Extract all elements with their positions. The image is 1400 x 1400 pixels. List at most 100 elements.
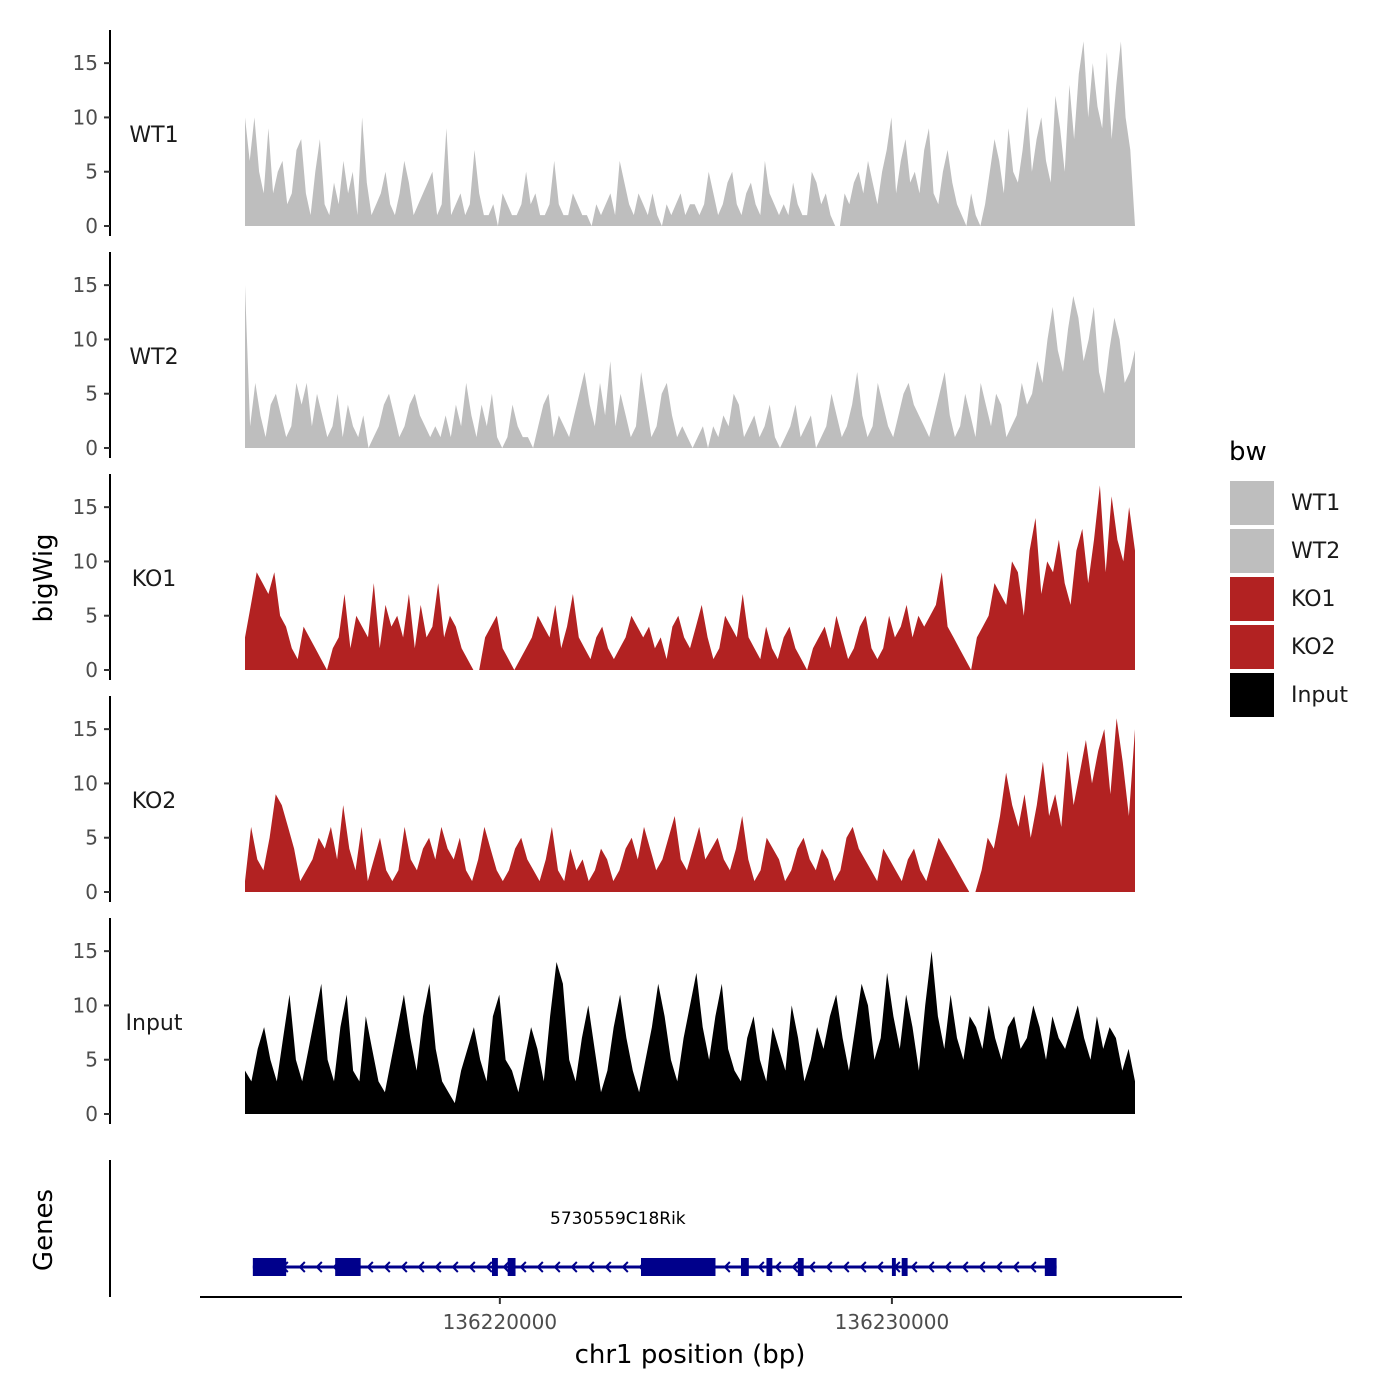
y-tick-label: 10	[73, 771, 98, 795]
track-wt1: 0 5 10 15 WT1	[73, 30, 1135, 238]
gene-name-label: 5730559C18Rik	[550, 1209, 686, 1229]
y-tick-label: 5	[85, 160, 98, 184]
legend-swatch-wt2	[1228, 527, 1276, 575]
strand-arrow	[434, 1261, 442, 1273]
strand-arrow	[757, 1261, 765, 1273]
strand-arrow	[417, 1261, 425, 1273]
strand-arrow	[842, 1261, 850, 1273]
y-tick-label: 15	[73, 495, 98, 519]
y-tick-label: 0	[85, 436, 98, 460]
strand-arrow	[468, 1261, 476, 1273]
gene-track-title: Genes	[29, 1189, 59, 1271]
strand-arrow	[927, 1261, 935, 1273]
signal-area-ko1	[245, 485, 1135, 670]
strand-arrow	[519, 1261, 527, 1273]
gene-track: 5730559C18Rik	[109, 1160, 1057, 1297]
track-label-wt1: WT1	[129, 123, 178, 148]
gene-exon	[252, 1258, 287, 1276]
strand-arrow	[876, 1261, 884, 1273]
track-label-ko2: KO2	[132, 789, 177, 814]
y-tick-label: 10	[73, 993, 98, 1017]
legend: bw WT1 WT2 KO1 KO2 Input	[1228, 437, 1348, 719]
track-label-input: Input	[126, 1011, 183, 1036]
y-tick-label: 0	[85, 658, 98, 682]
y-tick-label: 10	[73, 327, 98, 351]
strand-arrow	[910, 1261, 918, 1273]
strand-arrow	[553, 1261, 561, 1273]
legend-label-wt1: WT1	[1291, 491, 1340, 516]
strand-arrow	[604, 1261, 612, 1273]
y-tick-label: 0	[85, 880, 98, 904]
strand-arrow	[298, 1261, 306, 1273]
strand-arrow	[451, 1261, 459, 1273]
gene-exon	[640, 1258, 716, 1276]
strand-arrow	[825, 1261, 833, 1273]
strand-arrow	[485, 1261, 493, 1273]
gene-exon	[797, 1258, 804, 1276]
gene-exon	[492, 1258, 498, 1276]
y-tick-label: 15	[73, 51, 98, 75]
y-tick-label: 0	[85, 214, 98, 238]
y-tick-label: 10	[73, 549, 98, 573]
gene-exon	[507, 1258, 516, 1276]
signal-area-wt2	[245, 285, 1135, 448]
track-input: 0 5 10 15 Input	[73, 918, 1135, 1126]
legend-swatch-ko2	[1228, 623, 1276, 671]
x-axis-title: chr1 position (bp)	[575, 1340, 806, 1370]
legend-title: bw	[1229, 437, 1267, 467]
signal-tracks: 0 5 10 15 WT1 0 5 10 15 WT2 0 5 10 15 KO1 0 5 10 15 KO2 0 5 10…	[73, 30, 1135, 1126]
x-tick-label: 136230000	[835, 1310, 950, 1334]
strand-arrow	[570, 1261, 578, 1273]
y-tick-label: 15	[73, 273, 98, 297]
track-ko2: 0 5 10 15 KO2	[73, 696, 1135, 904]
strand-arrow	[978, 1261, 986, 1273]
x-tick-label: 136220000	[443, 1310, 558, 1334]
strand-arrow	[723, 1261, 731, 1273]
strand-arrow	[1029, 1261, 1037, 1273]
legend-label-wt2: WT2	[1291, 539, 1340, 564]
gene-exon	[891, 1258, 896, 1276]
strand-arrow	[315, 1261, 323, 1273]
strand-arrow	[791, 1261, 799, 1273]
y-axis-title: bigWig	[29, 533, 59, 622]
y-tick-label: 0	[85, 1102, 98, 1126]
legend-label-ko2: KO2	[1291, 635, 1336, 660]
y-tick-label: 10	[73, 105, 98, 129]
legend-swatch-input	[1228, 671, 1276, 719]
strand-arrow	[502, 1261, 510, 1273]
track-ko1: 0 5 10 15 KO1	[73, 474, 1135, 682]
y-tick-label: 15	[73, 939, 98, 963]
signal-area-wt1	[245, 41, 1135, 227]
gene-exon	[740, 1258, 749, 1276]
track-wt2: 0 5 10 15 WT2	[73, 252, 1135, 460]
legend-swatch-wt1	[1228, 479, 1276, 527]
legend-label-ko1: KO1	[1291, 587, 1336, 612]
signal-area-ko2	[245, 718, 1135, 892]
y-tick-label: 15	[73, 717, 98, 741]
track-label-ko1: KO1	[132, 567, 177, 592]
gene-exon	[766, 1258, 773, 1276]
strand-arrow	[536, 1261, 544, 1273]
strand-arrow	[1012, 1261, 1020, 1273]
strand-arrow	[621, 1261, 629, 1273]
strand-arrow	[859, 1261, 867, 1273]
strand-arrow	[961, 1261, 969, 1273]
y-tick-label: 5	[85, 604, 98, 628]
strand-arrow	[400, 1261, 408, 1273]
strand-arrow	[995, 1261, 1003, 1273]
gene-exon	[335, 1258, 361, 1276]
gene-exon	[901, 1258, 908, 1276]
legend-label-input: Input	[1291, 683, 1348, 708]
strand-arrow	[366, 1261, 374, 1273]
track-label-wt2: WT2	[129, 345, 178, 370]
strand-arrow	[383, 1261, 391, 1273]
strand-arrow	[808, 1261, 816, 1273]
legend-swatch-ko1	[1228, 575, 1276, 623]
strand-arrow	[774, 1261, 782, 1273]
y-tick-label: 5	[85, 1048, 98, 1072]
x-axis: 136220000 136230000	[200, 1296, 1182, 1334]
strand-arrow	[587, 1261, 595, 1273]
y-tick-label: 5	[85, 826, 98, 850]
y-tick-label: 5	[85, 382, 98, 406]
